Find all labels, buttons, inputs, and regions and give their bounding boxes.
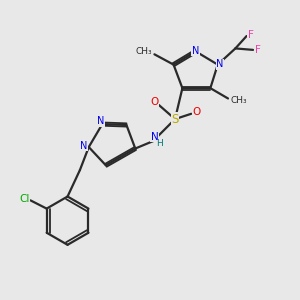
Text: F: F bbox=[255, 45, 261, 55]
Text: N: N bbox=[151, 132, 158, 142]
Text: H: H bbox=[156, 139, 163, 148]
Text: CH₃: CH₃ bbox=[135, 47, 152, 56]
Text: CH₃: CH₃ bbox=[230, 96, 247, 105]
Text: N: N bbox=[80, 141, 87, 151]
Text: O: O bbox=[192, 107, 201, 117]
Text: N: N bbox=[192, 46, 199, 56]
Text: N: N bbox=[216, 59, 224, 69]
Text: F: F bbox=[248, 30, 254, 40]
Text: Cl: Cl bbox=[20, 194, 30, 204]
Text: S: S bbox=[171, 112, 179, 126]
Text: O: O bbox=[150, 97, 158, 107]
Text: N: N bbox=[97, 116, 104, 126]
